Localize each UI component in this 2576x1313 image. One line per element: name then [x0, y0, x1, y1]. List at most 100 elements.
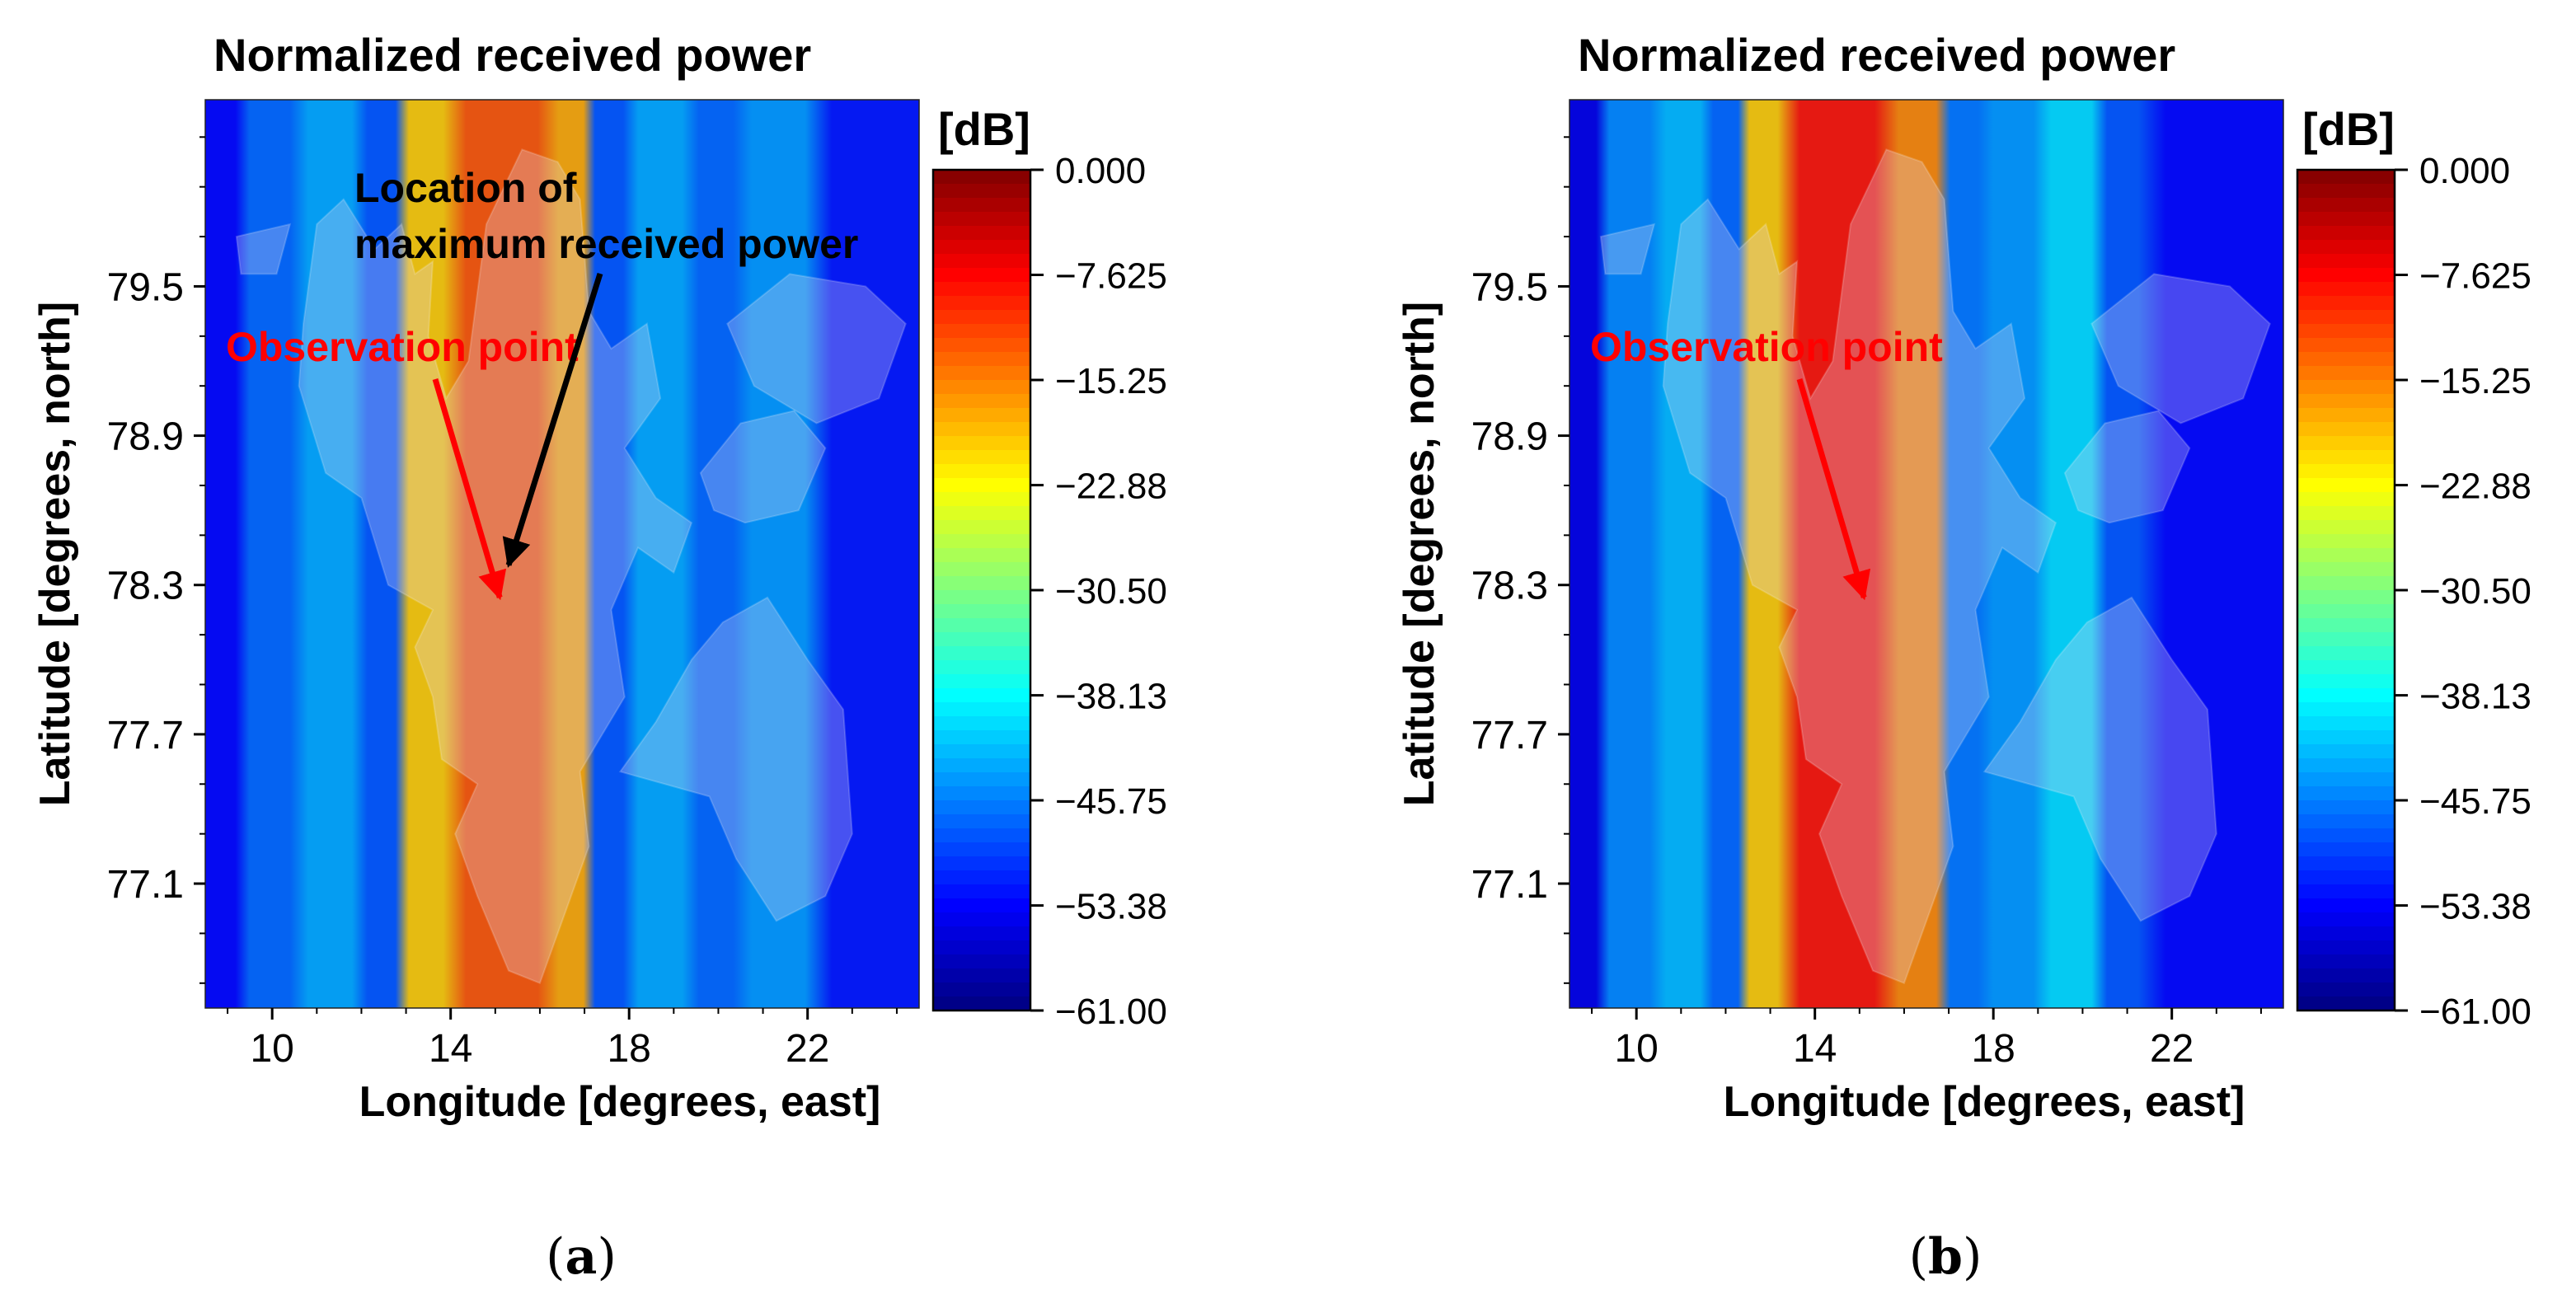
land-overlay-2: [699, 410, 827, 524]
colorbar-band: [933, 184, 1030, 199]
colorbar-band: [2297, 590, 2395, 605]
colorbar-band: [933, 478, 1030, 493]
colorbar-band: [2297, 884, 2395, 899]
colorbar-band: [933, 604, 1030, 619]
colorbar-band: [933, 338, 1030, 353]
colorbar-band: [933, 912, 1030, 927]
y-tick-label: 78.3: [107, 565, 184, 608]
colorbar-band: [933, 702, 1030, 717]
x-axis-title: Longitude [degrees, east]: [1724, 1078, 2245, 1126]
colorbar-band: [2297, 338, 2395, 353]
x-tick-label: 14: [1793, 1027, 1837, 1071]
colorbar-band: [933, 940, 1030, 955]
colorbar-band: [2297, 478, 2395, 493]
colorbar-tick-label: 0.000: [2419, 151, 2510, 191]
colorbar-band: [933, 562, 1030, 577]
colorbar-band: [2297, 562, 2395, 577]
land-overlay-4: [235, 223, 292, 275]
colorbar-band: [2297, 198, 2395, 213]
colorbar-band: [933, 268, 1030, 283]
chart-title: Normalized received power: [1578, 29, 2175, 81]
colorbar-band: [2297, 800, 2395, 815]
colorbar-band: [933, 492, 1030, 507]
colorbar-band: [2297, 716, 2395, 731]
colorbar-band: [2297, 380, 2395, 395]
colorbar-band: [933, 870, 1030, 885]
colorbar-band: [933, 254, 1030, 269]
colorbar-band: [2297, 422, 2395, 437]
chart-b-svg: Normalized received power 10 14 18 22 77.1 77.…: [1396, 29, 2531, 1286]
colorbar-tick-label: −30.50: [1055, 571, 1167, 612]
colorbar-band: [2297, 772, 2395, 787]
colorbar-band: [933, 380, 1030, 395]
colorbar-tick-label: −45.75: [1055, 781, 1167, 822]
y-tick-label: 79.5: [1471, 265, 1548, 309]
colorbar-band: [933, 576, 1030, 591]
colorbar-tick-label: −15.25: [2419, 361, 2531, 401]
x-tick-label: 14: [429, 1027, 472, 1071]
plot-frame: [1569, 99, 2284, 1009]
colorbar-band: [2297, 240, 2395, 255]
colorbar-band: [933, 464, 1030, 479]
colorbar-band: [2297, 506, 2395, 521]
colorbar-band: [2297, 394, 2395, 409]
colorbar-band: [2297, 674, 2395, 689]
colorbar-band: [933, 296, 1030, 311]
chart-title: Normalized received power: [213, 29, 811, 81]
colorbar-band: [933, 730, 1030, 745]
heatmap-field: [205, 100, 919, 1008]
caption-open: (: [546, 1228, 565, 1286]
caption-letter: b: [1928, 1228, 1963, 1286]
colorbar-band: [933, 954, 1030, 969]
colorbar-band: [933, 660, 1030, 675]
colorbar-band: [2297, 730, 2395, 745]
x-tick-label: 18: [1971, 1027, 2015, 1071]
max-power-label-line1: Location of: [354, 165, 577, 211]
colorbar-band: [933, 842, 1030, 857]
colorbar-band: [2297, 324, 2395, 339]
max-power-label-line2: maximum received power: [354, 221, 858, 267]
caption-open: (: [1909, 1228, 1928, 1286]
colorbar-band: [2297, 604, 2395, 619]
colorbar-band: [933, 352, 1030, 367]
colorbar-band: [933, 996, 1030, 1011]
colorbar-band: [2297, 828, 2395, 843]
y-tick-label: 78.3: [1471, 565, 1548, 608]
y-tick-label: 77.7: [107, 714, 184, 757]
colorbar-band: [2297, 702, 2395, 717]
colorbar-band: [2297, 660, 2395, 675]
colorbar-band: [933, 226, 1030, 241]
colorbar-band: [2297, 464, 2395, 479]
land-overlay-2: [2063, 410, 2191, 524]
heatmap-area: [205, 100, 919, 1008]
colorbar-band: [2297, 996, 2395, 1011]
colorbar-band: [2297, 548, 2395, 563]
colorbar-band: [933, 366, 1030, 381]
colorbar-band: [2297, 898, 2395, 913]
colorbar-band: [2297, 408, 2395, 423]
x-tick-label: 18: [607, 1027, 650, 1071]
y-tick-label: 77.1: [107, 863, 184, 907]
observation-point-arrow: [432, 378, 507, 601]
colorbar-band: [933, 422, 1030, 437]
colorbar-band: [2297, 688, 2395, 703]
colorbar-band: [2297, 576, 2395, 591]
colorbar-band: [2297, 520, 2395, 535]
colorbar-band: [933, 324, 1030, 339]
colorbar-band: [933, 814, 1030, 829]
observation-point-label: Observation point: [226, 324, 579, 370]
colorbar-band: [933, 688, 1030, 703]
caption-close: ): [1963, 1228, 1982, 1286]
caption-close: ): [597, 1228, 616, 1286]
colorbar-band: [2297, 814, 2395, 829]
colorbar-tick-label: −15.25: [1055, 361, 1167, 401]
colorbar-band: [933, 786, 1030, 801]
caption-letter: a: [565, 1228, 598, 1286]
colorbar-band: [933, 772, 1030, 787]
colorbar-band: [933, 450, 1030, 465]
colorbar-band: [933, 310, 1030, 325]
colorbar-band: [2297, 296, 2395, 311]
colorbar-band: [2297, 618, 2395, 633]
land-overlay-3: [2090, 273, 2271, 424]
colorbar-band: [933, 632, 1030, 647]
